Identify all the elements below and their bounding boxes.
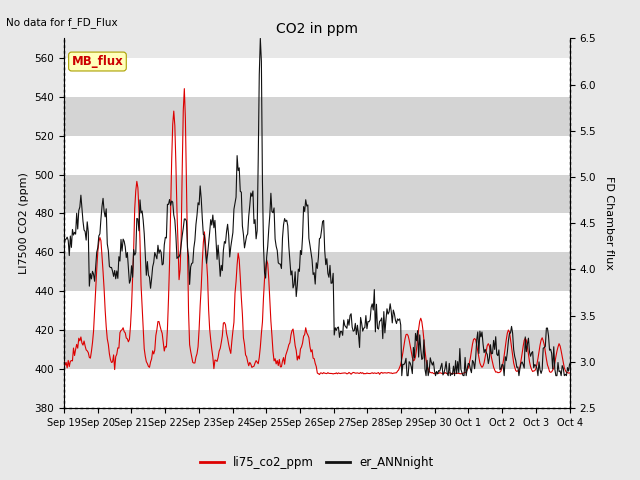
Legend: li75_co2_ppm, er_ANNnight: li75_co2_ppm, er_ANNnight [196,452,438,474]
Y-axis label: FD Chamber flux: FD Chamber flux [604,176,614,270]
Y-axis label: LI7500 CO2 (ppm): LI7500 CO2 (ppm) [19,172,29,274]
Text: No data for f_FD_Flux: No data for f_FD_Flux [6,17,118,28]
Bar [64,330,570,369]
Title: CO2 in ppm: CO2 in ppm [276,22,358,36]
Bar [64,369,570,408]
Bar [64,97,570,136]
Bar [64,291,570,330]
Bar [64,136,570,175]
Bar [64,175,570,214]
Bar [64,214,570,252]
Text: MB_flux: MB_flux [72,55,124,68]
Bar [64,58,570,97]
Bar [64,252,570,291]
